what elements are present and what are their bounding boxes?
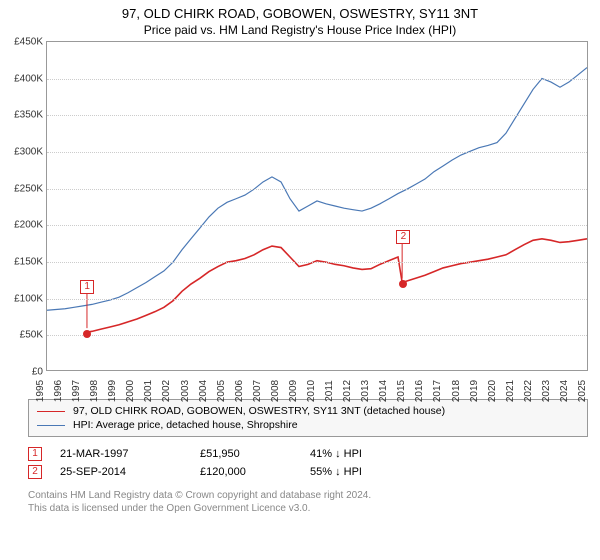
credits-line: Contains HM Land Registry data © Crown c… (28, 489, 588, 502)
x-axis-label: 2010 (306, 380, 317, 402)
transaction-row: 2 25-SEP-2014£120,00055% ↓ HPI (28, 463, 588, 481)
x-axis-label: 2001 (143, 380, 154, 402)
x-axis-label: 2016 (414, 380, 425, 402)
x-axis-label: 1999 (107, 380, 118, 402)
gridline (47, 299, 587, 300)
plot-svg (47, 42, 587, 370)
x-axis-label: 2024 (559, 380, 570, 402)
transaction-date: 21-MAR-1997 (60, 448, 200, 460)
x-axis-label: 2012 (342, 380, 353, 402)
y-axis-label: £50K (20, 330, 47, 341)
transaction-price: £120,000 (200, 466, 310, 478)
legend-label: HPI: Average price, detached house, Shro… (73, 419, 298, 431)
x-axis-label: 1997 (71, 380, 82, 402)
x-axis-label: 2002 (161, 380, 172, 402)
x-axis-label: 2017 (432, 380, 443, 402)
gridline (47, 262, 587, 263)
legend-row: HPI: Average price, detached house, Shro… (37, 418, 579, 432)
y-axis-label: £350K (14, 110, 47, 121)
chart-subtitle: Price paid vs. HM Land Registry's House … (0, 21, 600, 41)
x-axis-label: 2022 (523, 380, 534, 402)
x-axis-label: 2004 (198, 380, 209, 402)
x-axis-label: 1995 (35, 380, 46, 402)
marker-label: 2 (396, 230, 410, 244)
y-axis-label: £100K (14, 293, 47, 304)
gridline (47, 115, 587, 116)
legend: 97, OLD CHIRK ROAD, GOBOWEN, OSWESTRY, S… (28, 399, 588, 437)
transaction-price: £51,950 (200, 448, 310, 460)
legend-label: 97, OLD CHIRK ROAD, GOBOWEN, OSWESTRY, S… (73, 405, 445, 417)
y-axis-label: £450K (14, 37, 47, 48)
x-axis-label: 2019 (469, 380, 480, 402)
x-axis-label: 2021 (505, 380, 516, 402)
y-axis-label: £200K (14, 220, 47, 231)
gridline (47, 152, 587, 153)
transaction-pct: 55% ↓ HPI (310, 466, 400, 478)
transaction-date: 25-SEP-2014 (60, 466, 200, 478)
x-axis-label: 2023 (541, 380, 552, 402)
x-axis-label: 1998 (89, 380, 100, 402)
y-axis-label: £400K (14, 73, 47, 84)
legend-swatch (37, 425, 65, 426)
plot-region: £0£50K£100K£150K£200K£250K£300K£350K£400… (46, 41, 588, 371)
x-axis-label: 2020 (487, 380, 498, 402)
transaction-marker: 2 (28, 465, 42, 479)
chart-title: 97, OLD CHIRK ROAD, GOBOWEN, OSWESTRY, S… (0, 0, 600, 21)
x-axis-label: 2014 (378, 380, 389, 402)
x-axis-label: 2009 (288, 380, 299, 402)
x-axis-label: 2015 (396, 380, 407, 402)
x-axis-label: 2018 (451, 380, 462, 402)
x-axis-label: 2005 (216, 380, 227, 402)
legend-row: 97, OLD CHIRK ROAD, GOBOWEN, OSWESTRY, S… (37, 404, 579, 418)
chart-area: £0£50K£100K£150K£200K£250K£300K£350K£400… (46, 41, 588, 391)
x-axis: 1995199619971998199920002001200220032004… (46, 371, 588, 391)
marker-dot (83, 330, 91, 338)
marker-label: 1 (80, 280, 94, 294)
x-axis-label: 2003 (180, 380, 191, 402)
gridline (47, 79, 587, 80)
transactions-table: 1 21-MAR-1997£51,95041% ↓ HPI 2 25-SEP-2014… (28, 445, 588, 481)
transaction-marker: 1 (28, 447, 42, 461)
x-axis-label: 2025 (577, 380, 588, 402)
x-axis-label: 2008 (270, 380, 281, 402)
credits: Contains HM Land Registry data © Crown c… (28, 489, 588, 515)
y-axis-label: £0 (32, 367, 47, 378)
transaction-pct: 41% ↓ HPI (310, 448, 400, 460)
x-axis-label: 2006 (234, 380, 245, 402)
x-axis-label: 2013 (360, 380, 371, 402)
y-axis-label: £300K (14, 147, 47, 158)
y-axis-label: £150K (14, 257, 47, 268)
gridline (47, 225, 587, 226)
credits-line: This data is licensed under the Open Gov… (28, 502, 588, 515)
series-property (87, 239, 587, 332)
gridline (47, 189, 587, 190)
transaction-row: 1 21-MAR-1997£51,95041% ↓ HPI (28, 445, 588, 463)
x-axis-label: 2007 (252, 380, 263, 402)
marker-dot (399, 280, 407, 288)
x-axis-label: 1996 (53, 380, 64, 402)
legend-swatch (37, 411, 65, 412)
x-axis-label: 2011 (324, 380, 335, 402)
x-axis-label: 2000 (125, 380, 136, 402)
gridline (47, 335, 587, 336)
y-axis-label: £250K (14, 183, 47, 194)
